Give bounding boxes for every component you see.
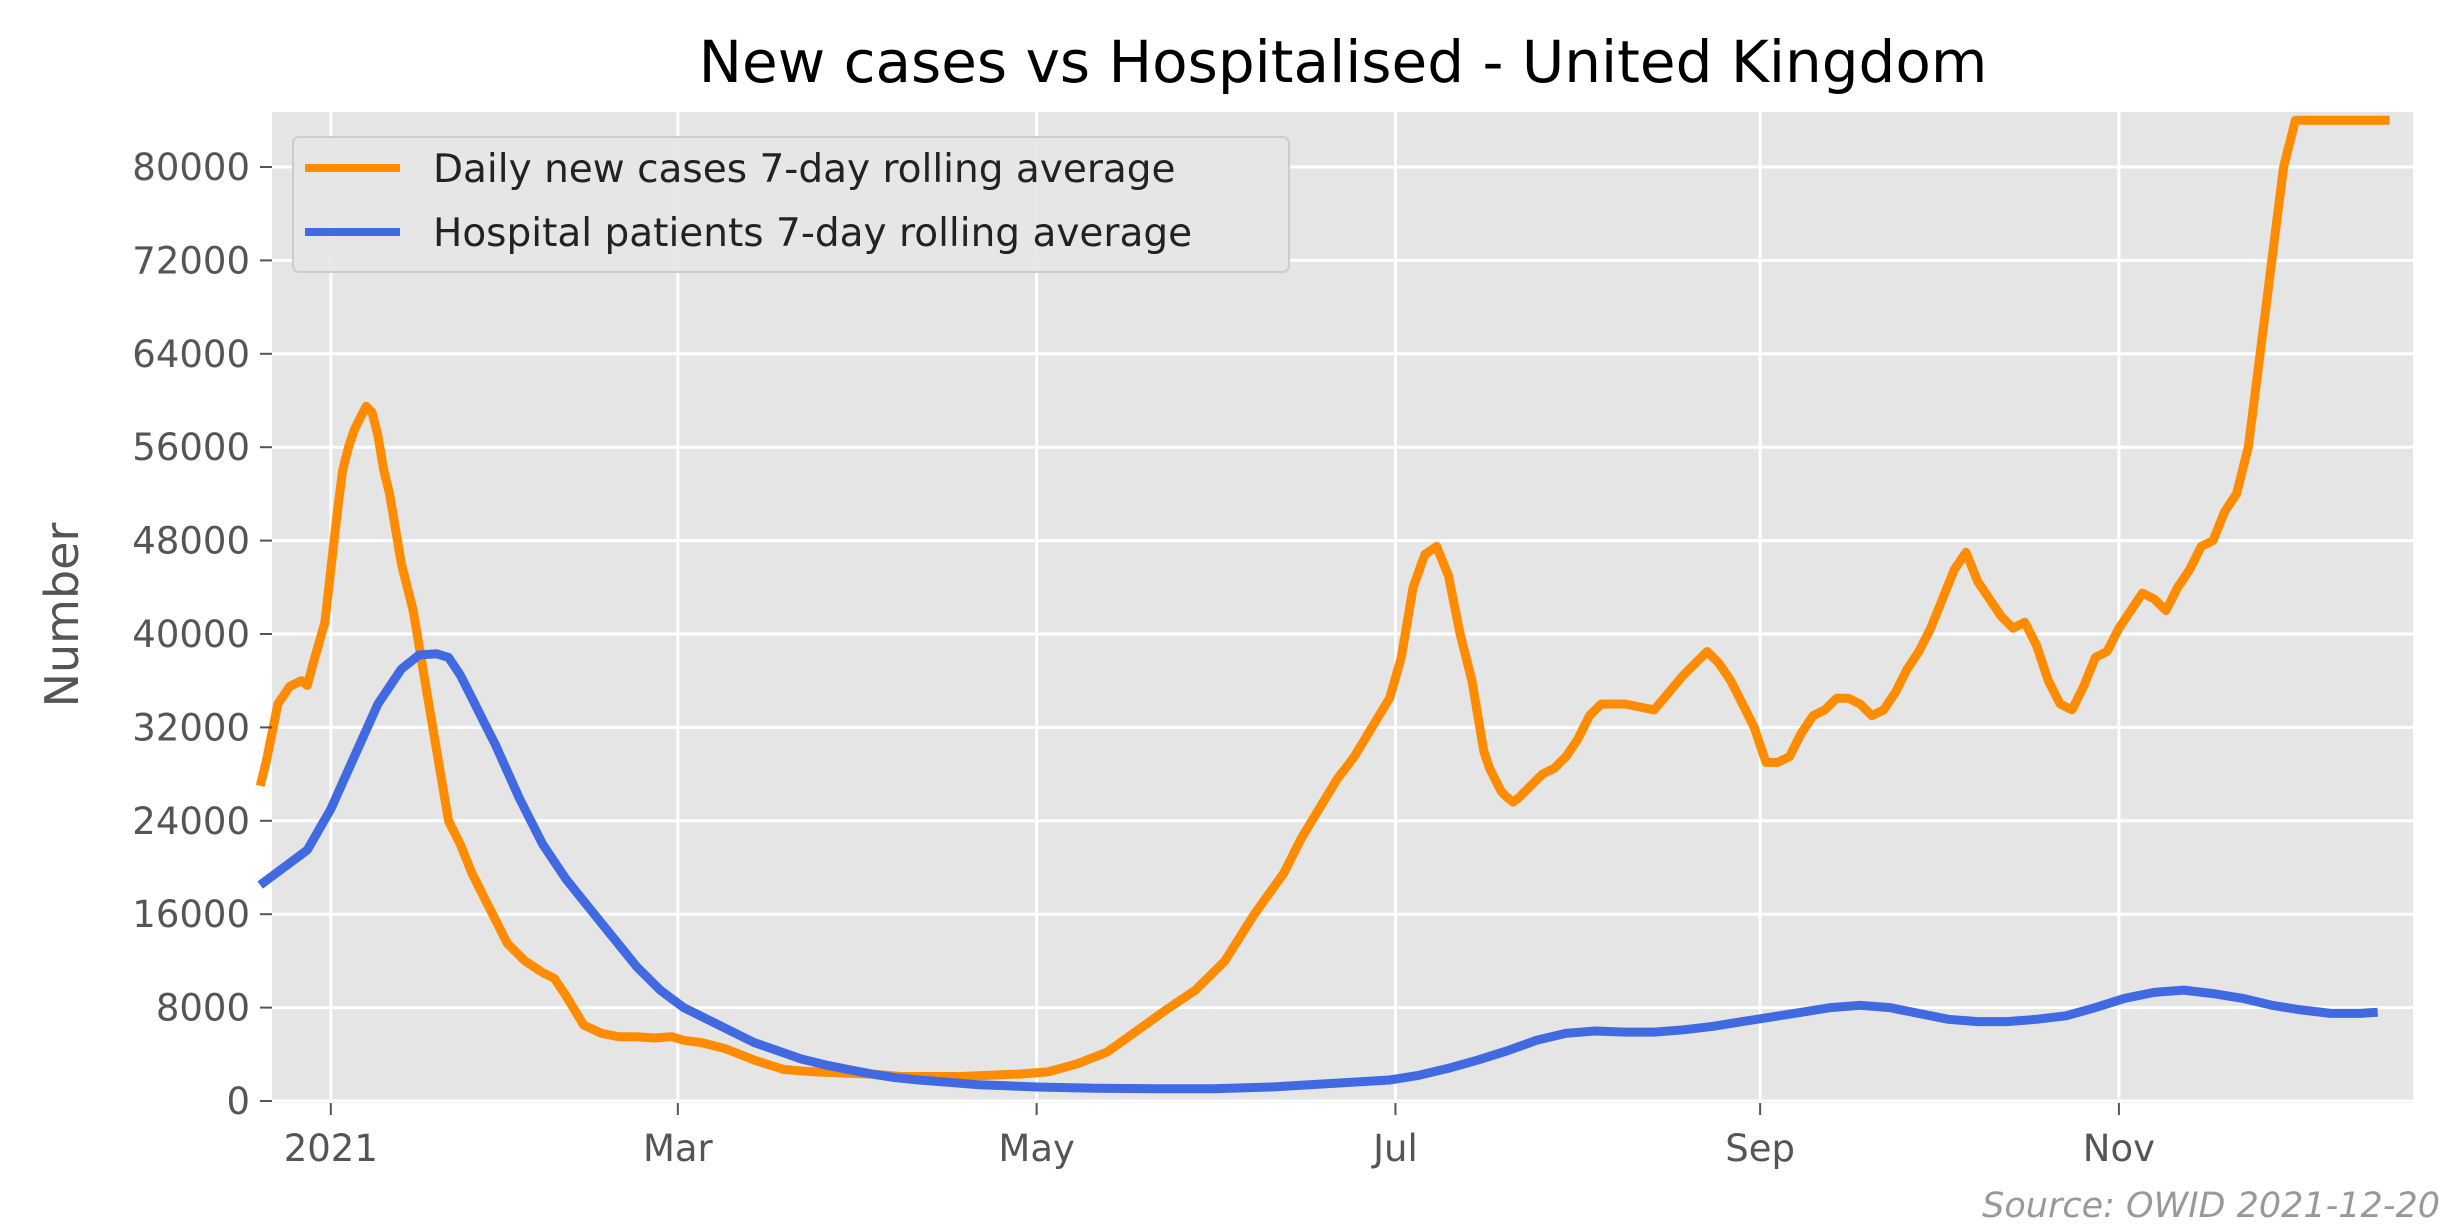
legend: Daily new cases 7-day rolling average Ho… [292, 136, 1290, 273]
x-tick-label: Jul [1371, 1127, 1418, 1170]
x-tick-label: May [998, 1127, 1075, 1170]
y-tick-label: 32000 [132, 706, 250, 749]
y-tick-label: 64000 [132, 333, 250, 376]
x-tick-label: Mar [643, 1127, 714, 1170]
y-tick-label: 72000 [132, 239, 250, 282]
grid [272, 112, 2413, 1103]
x-tick-label: Nov [2083, 1127, 2155, 1170]
series-line-hospital [257, 649, 2378, 1094]
axes: 0 8000 16000 24000 32000 40000 48000 56000 64000… [132, 146, 2155, 1170]
y-tick-label: 0 [226, 1080, 250, 1123]
y-axis-label: Number [35, 523, 89, 708]
chart-title: New cases vs Hospitalised - United Kingd… [699, 28, 1988, 96]
legend-label-hospital: Hospital patients 7-day rolling average [433, 211, 1192, 256]
x-tick-label: Sep [1725, 1127, 1795, 1170]
source-note: Source: OWID 2021-12-20 [1982, 1186, 2440, 1226]
y-tick-label: 16000 [132, 893, 250, 936]
y-tick-label: 8000 [156, 987, 250, 1030]
legend-label-cases: Daily new cases 7-day rolling average [433, 147, 1176, 192]
y-tick-label: 24000 [132, 800, 250, 843]
series-line-cases [255, 115, 2390, 1081]
legend-box [292, 136, 1290, 273]
series-layer [255, 115, 2390, 1094]
y-tick-label: 40000 [132, 613, 250, 656]
plot-area [272, 112, 2413, 1103]
y-tick-label: 56000 [132, 426, 250, 469]
x-tick-label: 2021 [284, 1127, 378, 1170]
y-tick-label: 48000 [132, 520, 250, 563]
y-tick-label: 80000 [132, 146, 250, 189]
